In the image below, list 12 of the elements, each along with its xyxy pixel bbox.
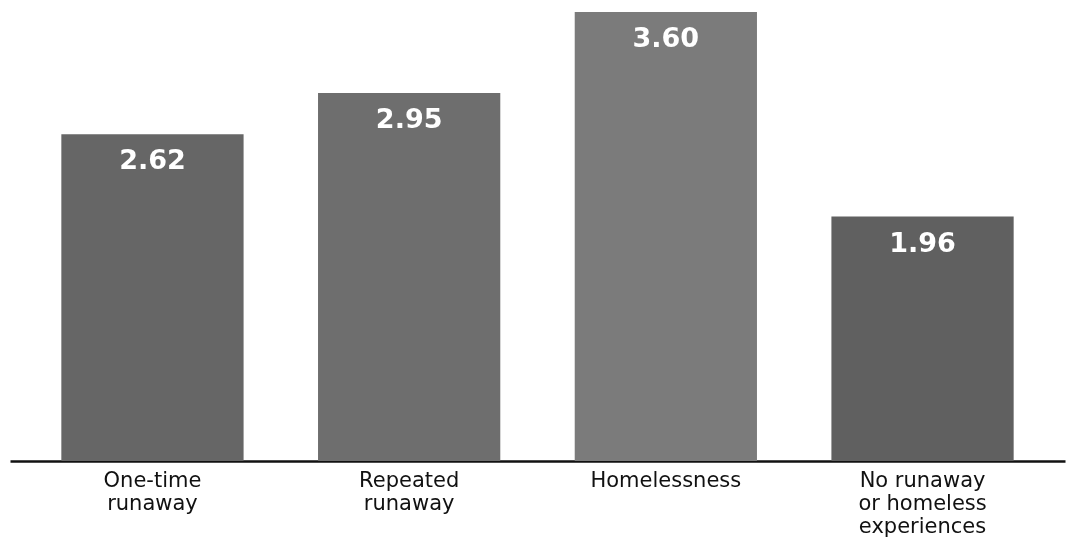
data-label: 2.62 xyxy=(119,144,186,176)
x-tick-label: One-time runaway xyxy=(103,467,202,515)
data-label: 1.96 xyxy=(889,226,956,258)
data-label: 2.95 xyxy=(375,103,443,135)
x-tick-label: No runaway or homeless experiences xyxy=(858,467,987,538)
bar xyxy=(318,93,501,461)
bar xyxy=(574,12,757,461)
x-tick-label: Repeated runaway xyxy=(359,467,460,515)
bar xyxy=(61,134,244,461)
bar xyxy=(831,216,1014,461)
x-tick-label: Homelessness xyxy=(590,467,742,492)
data-label: 3.60 xyxy=(632,22,700,53)
